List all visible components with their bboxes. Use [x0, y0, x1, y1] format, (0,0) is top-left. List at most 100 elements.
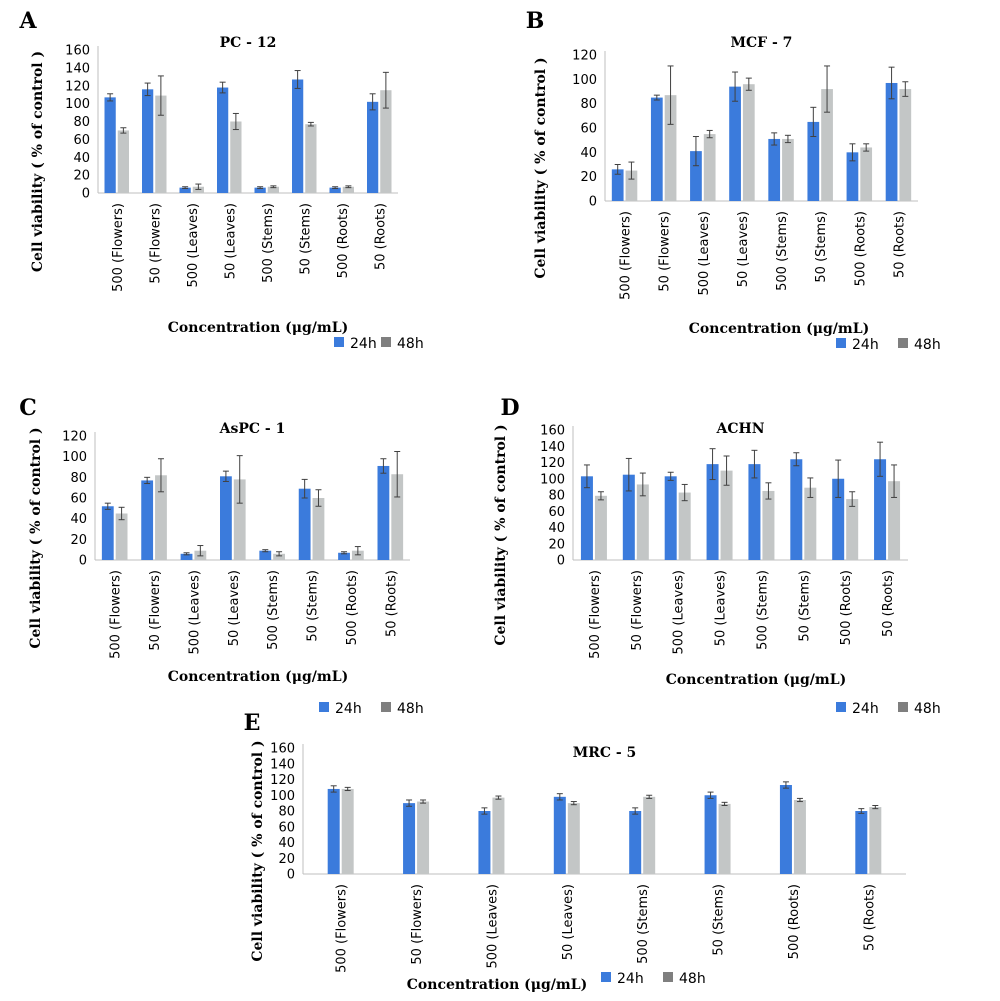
- bar-24h: [690, 151, 702, 201]
- x-tick-label: 500 (Leaves): [187, 570, 202, 655]
- x-tick-label: 500 (Roots): [336, 203, 351, 278]
- y-tick-label: 140: [540, 440, 565, 455]
- bar-24h: [329, 187, 341, 193]
- bar-24h: [748, 464, 761, 560]
- y-tick-label: 120: [62, 430, 87, 445]
- x-tick-label: 50 (Leaves): [714, 570, 729, 646]
- bar-48h: [720, 470, 733, 560]
- y-tick-label: 160: [270, 742, 295, 757]
- panel-letter: C: [19, 395, 37, 421]
- bar-24h: [254, 187, 266, 193]
- y-tick-label: 40: [548, 521, 565, 536]
- bar-24h: [874, 459, 887, 560]
- x-tick-label: 50 (Stems): [712, 884, 727, 956]
- x-tick-label: 50 (Flowers): [148, 570, 163, 651]
- panel-letter: B: [526, 8, 545, 34]
- y-tick-label: 80: [548, 489, 565, 504]
- chart-panel-b: B MCF - 7 0 20 40 60 80 100 120 Cell viability ( …: [526, 8, 941, 353]
- bar-48h: [351, 550, 364, 560]
- bar-48h: [860, 147, 873, 201]
- y-tick-label: 100: [65, 97, 90, 112]
- bar-48h: [762, 490, 775, 560]
- y-tick-label: 20: [548, 537, 565, 552]
- bar-24h: [832, 478, 845, 560]
- x-tick-label: 500 (Stems): [775, 211, 790, 291]
- x-tick-label: 50 (Flowers): [658, 211, 673, 292]
- bar-24h: [790, 459, 803, 560]
- x-tick-label: 50 (Flowers): [630, 570, 645, 651]
- x-tick-label: 50 (Stems): [797, 570, 812, 642]
- x-tick-label: 500 (Stems): [261, 203, 276, 283]
- x-tick-label: 500 (Stems): [266, 570, 281, 650]
- bar-24h: [180, 553, 193, 560]
- y-tick-label: 60: [580, 122, 597, 137]
- legend-swatch-48h: [663, 972, 673, 982]
- y-tick-label: 120: [540, 456, 565, 471]
- bar-48h: [342, 186, 354, 193]
- bar-48h: [341, 788, 354, 874]
- chart-title: MCF - 7: [731, 35, 793, 51]
- bar-24h: [259, 550, 272, 560]
- bar-24h: [779, 785, 792, 874]
- bar-24h: [650, 97, 663, 201]
- chart-title: PC - 12: [220, 35, 277, 51]
- x-tick-label: 50 (Stems): [306, 570, 321, 642]
- y-tick-label: 20: [278, 852, 295, 867]
- bar-24h: [403, 803, 416, 874]
- legend-label: 48h: [397, 336, 424, 352]
- legend-swatch-24h: [836, 338, 846, 348]
- bar-24h: [664, 476, 677, 560]
- y-tick-label: 100: [572, 73, 597, 88]
- bar-48h: [742, 84, 755, 201]
- bar-24h: [327, 788, 340, 874]
- chart-title: ACHN: [715, 421, 764, 437]
- x-tick-label: 500 (Roots): [345, 570, 360, 645]
- legend-label: 24h: [350, 336, 377, 352]
- legend-label: 24h: [852, 701, 879, 717]
- legend-label: 24h: [617, 971, 644, 987]
- x-tick-label: 500 (Roots): [839, 570, 854, 645]
- bar-48h: [643, 796, 656, 874]
- bar-24h: [553, 796, 566, 874]
- bar-48h: [821, 89, 833, 201]
- panel-letter: E: [244, 710, 261, 736]
- bar-48h: [267, 186, 279, 193]
- bar-24h: [217, 87, 229, 193]
- chart-title: MRC - 5: [573, 745, 637, 761]
- x-tick-label: 50 (Roots): [862, 884, 877, 951]
- x-tick-label: 50 (Leaves): [736, 211, 751, 287]
- bar-48h: [380, 90, 392, 193]
- bar-48h: [846, 499, 859, 560]
- bar-48h: [664, 95, 677, 201]
- bar-24h: [220, 476, 232, 560]
- bar-48h: [594, 495, 607, 560]
- y-tick-label: 80: [73, 115, 90, 130]
- bar-48h: [636, 484, 649, 560]
- legend-swatch-48h: [898, 338, 908, 348]
- y-tick-label: 60: [278, 820, 295, 835]
- bar-48h: [492, 797, 505, 874]
- bar-48h: [718, 803, 731, 874]
- x-tick-label: 500 (Roots): [853, 211, 868, 286]
- x-tick-label: 50 (Stems): [298, 203, 313, 275]
- bar-48h: [782, 138, 794, 201]
- x-axis-label: Concentration (μg/mL): [168, 320, 348, 336]
- bar-48h: [804, 487, 817, 560]
- legend-swatch-48h: [381, 702, 391, 712]
- x-tick-label: 500 (Leaves): [672, 570, 687, 655]
- bar-24h: [885, 82, 898, 201]
- y-tick-label: 60: [548, 505, 565, 520]
- bar-48h: [233, 479, 246, 560]
- y-tick-label: 140: [270, 757, 295, 772]
- x-tick-label: 500 (Flowers): [335, 884, 350, 973]
- bar-48h: [273, 553, 285, 560]
- bar-24h: [855, 811, 868, 874]
- y-tick-label: 20: [73, 169, 90, 184]
- legend-swatch-24h: [319, 702, 329, 712]
- panel-letter: D: [500, 395, 519, 421]
- y-tick-label: 120: [270, 773, 295, 788]
- legend-label: 48h: [397, 701, 424, 717]
- y-tick-label: 120: [65, 79, 90, 94]
- x-tick-label: 50 (Roots): [892, 211, 907, 278]
- bar-48h: [793, 799, 806, 874]
